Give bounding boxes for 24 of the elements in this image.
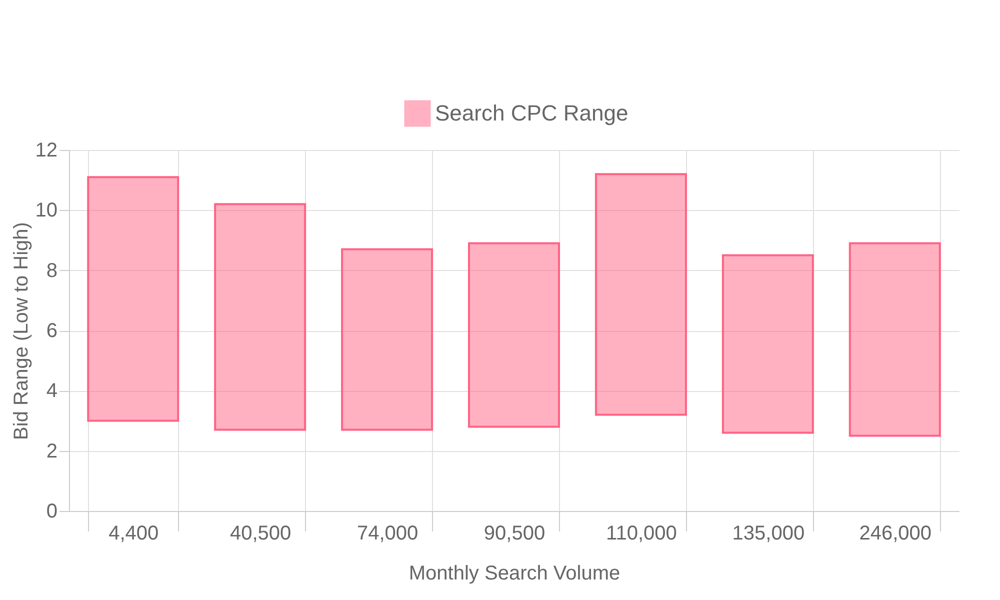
x-tick-label: 74,000 xyxy=(356,522,418,544)
y-axis-title: Bid Range (Low to High) xyxy=(10,222,32,440)
legend-label: Search CPC Range xyxy=(435,100,628,126)
y-tick-label: 4 xyxy=(46,380,58,402)
bar xyxy=(468,242,560,428)
y-tick-label: 8 xyxy=(46,260,58,282)
x-tick-label: 4,400 xyxy=(108,522,159,544)
bar xyxy=(214,203,306,431)
y-tick-label: 2 xyxy=(46,440,58,462)
bar xyxy=(594,173,687,416)
bar xyxy=(87,176,180,422)
y-tick-label: 0 xyxy=(46,500,58,522)
bar xyxy=(722,254,814,434)
x-tick-label: 246,000 xyxy=(859,522,932,544)
x-tick-label: 110,000 xyxy=(606,522,677,544)
bar xyxy=(341,248,434,431)
x-tick-label: 40,500 xyxy=(230,522,292,544)
bar xyxy=(848,242,941,437)
y-tick-label: 6 xyxy=(46,320,58,342)
y-tick-label: 10 xyxy=(35,200,58,222)
y-tick-label: 12 xyxy=(35,140,58,162)
x-axis-title: Monthly Search Volume xyxy=(408,562,620,584)
x-tick-label: 135,000 xyxy=(732,522,805,544)
x-tick-label: 90,500 xyxy=(484,522,546,544)
